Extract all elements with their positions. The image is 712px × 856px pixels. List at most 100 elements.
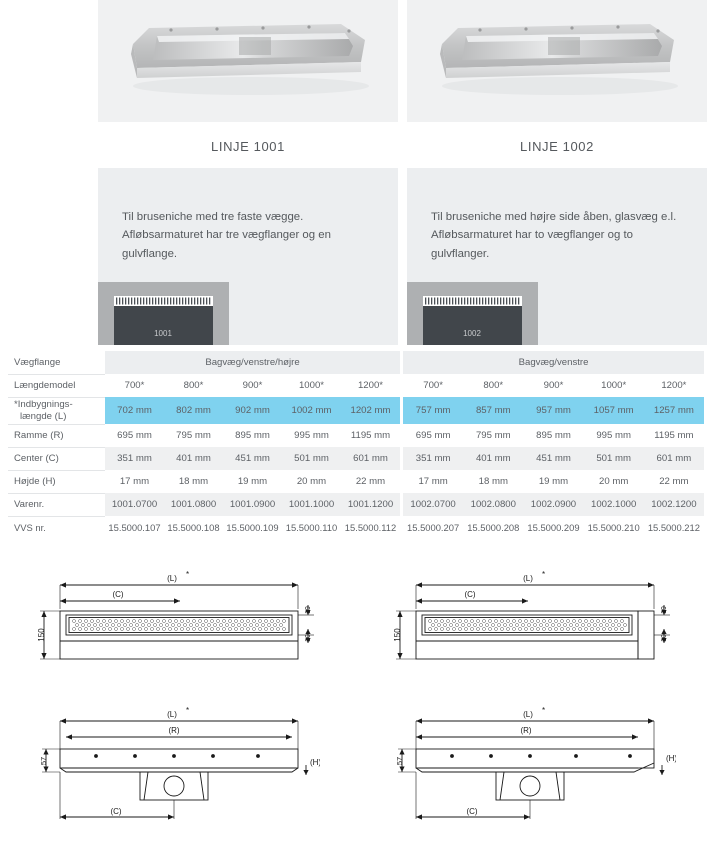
spec-table-1001: Vægflange Bagvæg/venstre/højre Længdemod… — [8, 351, 401, 539]
item-no-cell: 1001.1000 — [282, 493, 341, 516]
product-description-panel-1001: Til bruseniche med tre faste vægge. Aflø… — [98, 168, 398, 345]
height-cell: 18 mm — [164, 470, 223, 493]
center-cell: 401 mm — [164, 447, 223, 470]
dim-label-19: 19 — [305, 606, 312, 614]
model-cell: 1200* — [341, 374, 401, 397]
dim-label-L-star: * — [542, 706, 545, 715]
install-length-cell: 857 mm — [463, 397, 524, 424]
technical-drawings-row: (L) * (C) 150 19 10 — [0, 539, 712, 829]
model-cell: 900* — [223, 374, 282, 397]
height-cell: 19 mm — [223, 470, 282, 493]
center-cell: 351 mm — [403, 447, 464, 470]
product-description-text-1001: Til bruseniche med tre faste vægge. Aflø… — [122, 211, 331, 260]
dim-label-150: 150 — [37, 628, 46, 642]
table-row-item-no: 1002.0700 1002.0800 1002.0900 1002.1000 … — [403, 493, 704, 516]
table-row-vvs-no: VVS nr. 15.5000.107 15.5000.108 15.5000.… — [8, 516, 401, 539]
height-cell: 19 mm — [523, 470, 584, 493]
table-row-vvs-no: 15.5000.207 15.5000.208 15.5000.209 15.5… — [403, 516, 704, 539]
product-thumbnail-1001: 1001 — [98, 282, 229, 345]
item-no-cell: 1002.1000 — [583, 493, 644, 516]
table-row-height: 17 mm 18 mm 19 mm 20 mm 22 mm — [403, 470, 704, 493]
product-description-text-1002: Til bruseniche med højre side åben, glas… — [431, 211, 677, 260]
front-view-drawing-1002: (L) * (R) 57 (H) (C) — [395, 706, 676, 820]
dim-label-R: (R) — [168, 726, 179, 735]
height-cell: 17 mm — [403, 470, 464, 493]
table-row-item-no: Varenr. 1001.0700 1001.0800 1001.0900 10… — [8, 493, 401, 517]
row-label-vvs-no: VVS nr. — [8, 516, 105, 539]
frame-cell: 995 mm — [583, 424, 644, 447]
frame-cell: 695 mm — [403, 424, 464, 447]
vvs-no-cell: 15.5000.212 — [643, 516, 704, 539]
dim-label-10: 10 — [305, 634, 312, 642]
dim-label-150: 150 — [393, 628, 402, 642]
table-row-frame: 695 mm 795 mm 895 mm 995 mm 1195 mm — [403, 424, 704, 447]
product-photo-1002 — [407, 0, 707, 122]
table-row-center: Center (C) 351 mm 401 mm 451 mm 501 mm 6… — [8, 447, 401, 471]
vvs-no-cell: 15.5000.109 — [223, 516, 282, 539]
dim-label-L-star: * — [542, 570, 545, 579]
drain-photo-illustration-icon — [440, 24, 678, 95]
drawing-column-1001: (L) * (C) 150 19 10 — [0, 567, 350, 829]
height-cell: 18 mm — [463, 470, 524, 493]
product-title-1001: LINJE 1001 — [211, 139, 285, 154]
product-thumbnail-1002: 1002 — [407, 282, 538, 345]
model-cell: 800* — [463, 374, 524, 397]
model-cell: 1000* — [282, 374, 341, 397]
row-label-install-length: *Indbygnings- længde (L) — [8, 397, 105, 425]
table-row-model: Længdemodel 700* 800* 900* 1000* 1200* — [8, 374, 401, 398]
product-column-1002: LINJE 1002 Til bruseniche med højre side… — [407, 0, 707, 345]
row-label-frame: Ramme (R) — [8, 424, 105, 448]
product-column-1001: LINJE 1001 Til bruseniche med tre faste … — [98, 0, 398, 345]
row-label-center: Center (C) — [8, 447, 105, 471]
item-no-cell: 1002.0900 — [523, 493, 584, 516]
vvs-no-cell: 15.5000.208 — [463, 516, 524, 539]
vvs-no-cell: 15.5000.209 — [523, 516, 584, 539]
height-cell: 20 mm — [583, 470, 644, 493]
dim-label-C: (C) — [112, 590, 123, 599]
center-cell: 601 mm — [341, 447, 401, 470]
frame-cell: 1195 mm — [341, 424, 401, 447]
spec-tables-row: Vægflange Bagvæg/venstre/højre Længdemod… — [0, 345, 712, 539]
model-cell: 1200* — [643, 374, 704, 397]
dim-label-H: (H) — [310, 758, 320, 767]
install-length-cell: 902 mm — [223, 397, 282, 424]
table-row-flange: Bagvæg/venstre — [403, 351, 704, 374]
thumbnail-label-1002: 1002 — [463, 329, 481, 338]
item-no-cell: 1001.0700 — [105, 493, 164, 516]
install-length-cell: 802 mm — [164, 397, 223, 424]
dim-label-L: (L) — [167, 710, 177, 719]
table-row-install-length: 757 mm 857 mm 957 mm 1057 mm 1257 mm — [403, 397, 704, 424]
vvs-no-cell: 15.5000.107 — [105, 516, 164, 539]
center-cell: 501 mm — [282, 447, 341, 470]
top-view-drawing-1001: (L) * (C) 150 19 10 — [37, 570, 314, 660]
height-cell: 22 mm — [643, 470, 704, 493]
dim-label-C: (C) — [466, 807, 477, 816]
table-row-flange: Vægflange Bagvæg/venstre/højre — [8, 351, 401, 375]
row-label-item-no: Varenr. — [8, 493, 105, 517]
item-no-cell: 1001.1200 — [341, 493, 401, 516]
item-no-cell: 1001.0900 — [223, 493, 282, 516]
item-no-cell: 1002.1200 — [643, 493, 704, 516]
dim-label-19: 19 — [661, 606, 668, 614]
height-cell: 17 mm — [105, 470, 164, 493]
install-length-cell: 1057 mm — [583, 397, 644, 424]
product-photo-1001 — [98, 0, 398, 122]
frame-cell: 795 mm — [463, 424, 524, 447]
flange-value-1002: Bagvæg/venstre — [403, 351, 704, 374]
frame-cell: 795 mm — [164, 424, 223, 447]
vvs-no-cell: 15.5000.207 — [403, 516, 464, 539]
vvs-no-cell: 15.5000.210 — [583, 516, 644, 539]
frame-cell: 695 mm — [105, 424, 164, 447]
vvs-no-cell: 15.5000.110 — [282, 516, 341, 539]
table-row-frame: Ramme (R) 695 mm 795 mm 895 mm 995 mm 11… — [8, 424, 401, 448]
vvs-no-cell: 15.5000.108 — [164, 516, 223, 539]
dim-label-L: (L) — [523, 574, 533, 583]
frame-cell: 1195 mm — [643, 424, 704, 447]
product-title-1002: LINJE 1002 — [520, 139, 594, 154]
dim-label-L: (L) — [523, 710, 533, 719]
install-length-cell: 702 mm — [105, 397, 164, 424]
dim-label-L: (L) — [167, 574, 177, 583]
dim-label-L-star: * — [186, 570, 189, 579]
dim-label-C: (C) — [464, 590, 475, 599]
